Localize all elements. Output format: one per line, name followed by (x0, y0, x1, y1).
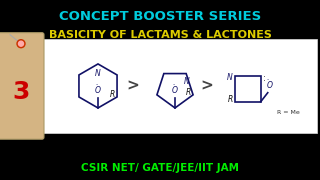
Text: R = Me: R = Me (277, 110, 300, 115)
Text: CSIR NET/ GATE/JEE/IIT JAM: CSIR NET/ GATE/JEE/IIT JAM (81, 163, 239, 173)
Text: CONCEPT BOOSTER SERIES: CONCEPT BOOSTER SERIES (59, 10, 261, 23)
Text: R: R (228, 95, 233, 104)
Text: BASICITY OF LACTAMS & LACTONES: BASICITY OF LACTAMS & LACTONES (49, 30, 271, 40)
Text: N: N (227, 73, 232, 82)
Text: O: O (172, 86, 178, 95)
Text: ··: ·· (172, 82, 176, 87)
Text: ··: ·· (95, 82, 99, 87)
Circle shape (17, 40, 25, 48)
Text: N: N (95, 69, 101, 78)
Text: N: N (184, 76, 190, 86)
Text: R: R (186, 88, 191, 97)
Text: O: O (95, 86, 101, 95)
Text: 3: 3 (12, 80, 30, 104)
Circle shape (19, 41, 23, 46)
Text: :: : (263, 74, 266, 83)
Text: R: R (109, 90, 115, 99)
FancyBboxPatch shape (43, 39, 317, 133)
Text: >: > (201, 78, 213, 93)
FancyBboxPatch shape (0, 33, 44, 139)
Text: O: O (267, 81, 273, 90)
Text: >: > (127, 78, 140, 93)
Text: ··: ·· (266, 77, 269, 82)
